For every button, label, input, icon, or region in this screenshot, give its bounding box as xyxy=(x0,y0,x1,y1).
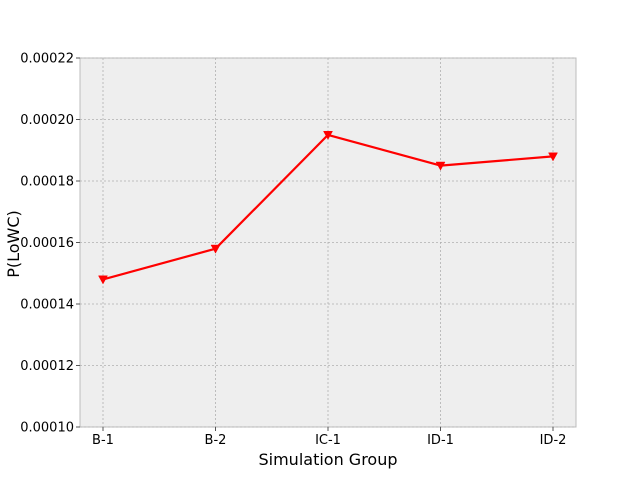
x-tick-label: IC-1 xyxy=(315,433,341,448)
y-axis-label: P(LoWC) xyxy=(4,210,23,278)
data-point-marker xyxy=(98,275,108,285)
y-tick-label: 0.00014 xyxy=(20,298,74,313)
x-axis-label: Simulation Group xyxy=(258,450,397,469)
y-tick-label: 0.00020 xyxy=(20,113,74,128)
y-axis-ticks: 0.00010 0.00012 0.00014 0.00016 0.00018 0.000… xyxy=(20,52,80,436)
y-tick-label: 0.00012 xyxy=(20,359,74,374)
y-tick-label: 0.00022 xyxy=(20,52,74,67)
x-tick-label: ID-2 xyxy=(540,433,567,448)
data-point-marker xyxy=(548,152,558,162)
data-point-marker xyxy=(210,244,221,254)
data-point-marker xyxy=(323,131,333,140)
y-tick-label: 0.00018 xyxy=(20,175,74,190)
x-tick-label: B-1 xyxy=(92,433,114,448)
x-tick-label: B-2 xyxy=(205,433,227,448)
x-tick-label: ID-1 xyxy=(427,433,454,448)
y-tick-label: 0.00016 xyxy=(20,236,74,251)
data-point-marker xyxy=(435,161,446,171)
y-tick-label: 0.00010 xyxy=(20,421,74,436)
x-axis-ticks: B-1 B-2 IC-1 ID-1 ID-2 xyxy=(92,427,566,448)
series-group xyxy=(98,131,558,285)
